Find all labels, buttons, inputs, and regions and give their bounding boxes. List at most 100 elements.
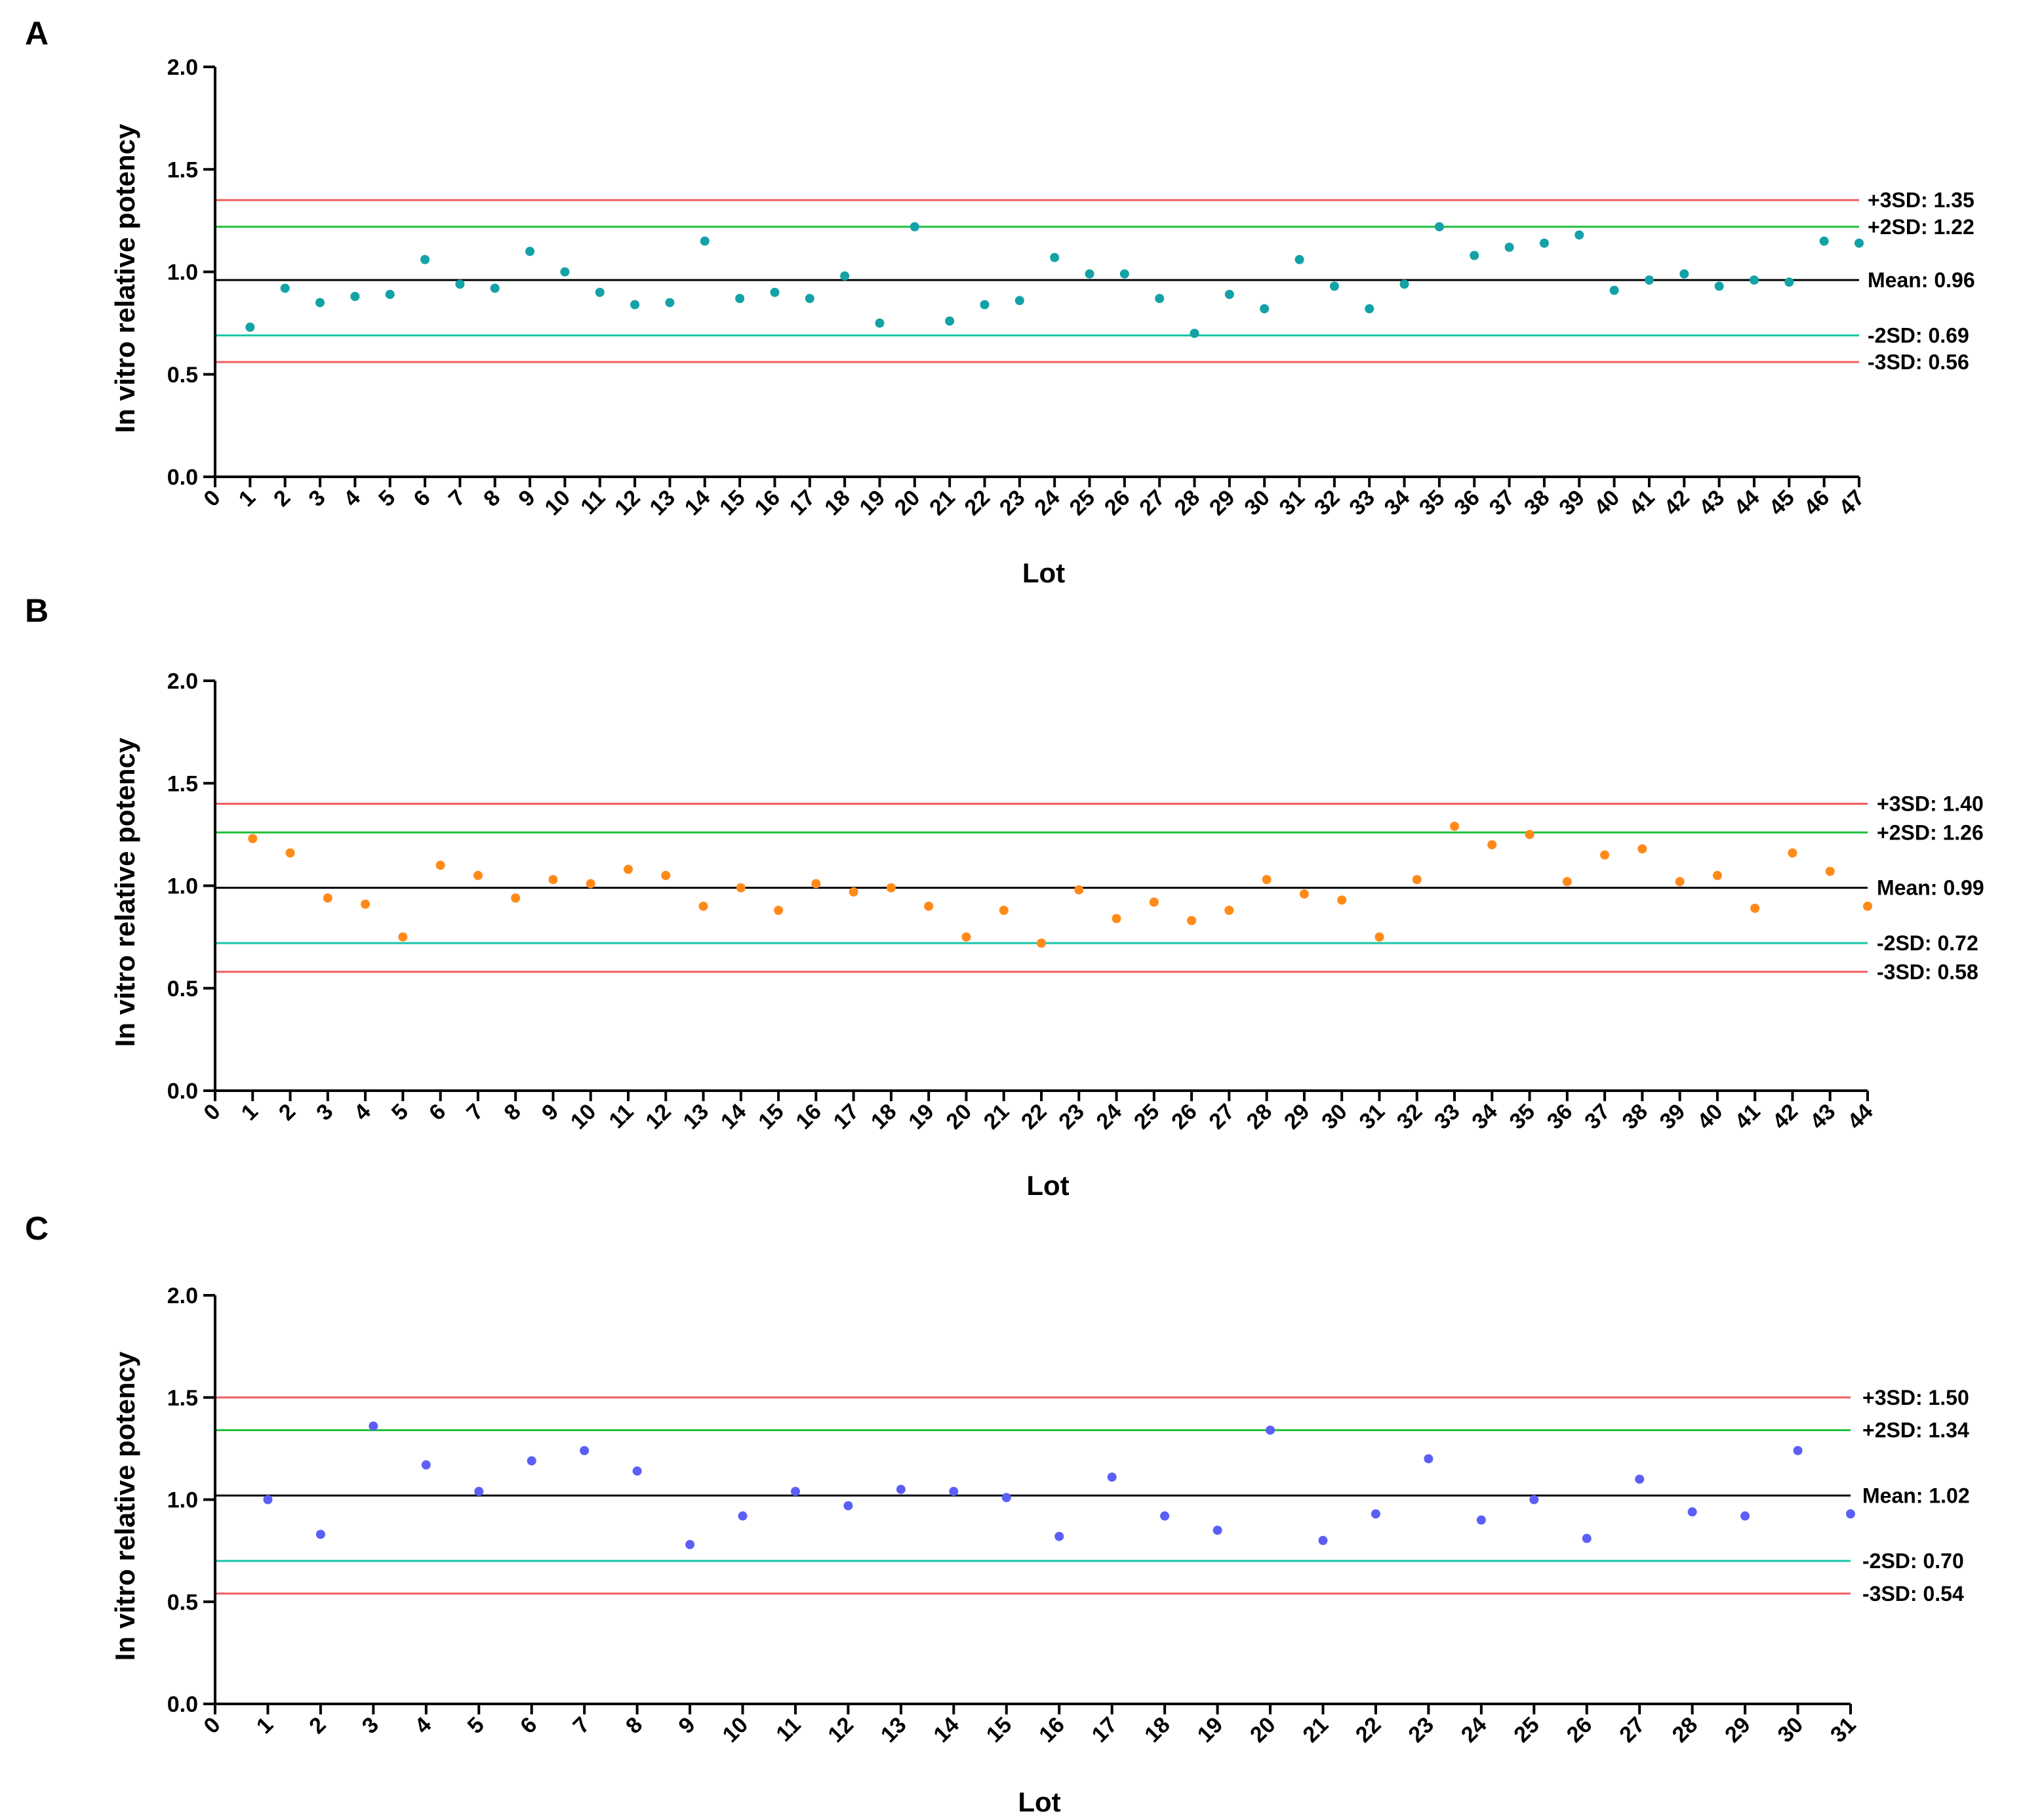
data-point [1712, 870, 1722, 880]
minus-2sd-label: -2SD: 0.70 [1862, 1549, 1964, 1573]
panel-c: C +3SD: 1.50 +2SD: 1.34 Mean: 1.02 -2SD: 0.7… [25, 1210, 1970, 1817]
y-tick-label: 2.0 [167, 669, 198, 694]
plus-3sd-label: +3SD: 1.35 [1868, 188, 1975, 212]
data-point [630, 300, 640, 310]
x-tick-label: 41 [1624, 485, 1660, 521]
data-point [1863, 901, 1872, 911]
x-tick-label: 9 [513, 485, 540, 512]
data-point [1637, 844, 1647, 854]
x-tick-label: 33 [1344, 485, 1380, 521]
x-tick-label: 35 [1505, 1099, 1540, 1135]
data-point [1337, 895, 1347, 905]
x-tick-label: 1 [237, 1099, 263, 1125]
x-tick-label: 4 [410, 1712, 436, 1739]
y-tick-label: 1.5 [167, 1386, 198, 1411]
panel-b: B +3SD: 1.40 +2SD: 1.26 Mean: 0.99 -2SD: 0.7… [25, 592, 1984, 1201]
data-point [1784, 277, 1794, 287]
x-tick-label: 2 [304, 1712, 331, 1739]
data-point [1224, 906, 1234, 915]
x-tick-label: 15 [715, 485, 750, 521]
y-axis-title: In vitro relative potency [110, 1351, 140, 1661]
data-point [1582, 1533, 1592, 1543]
data-point [1160, 1511, 1170, 1521]
x-tick-label: 2 [269, 485, 295, 512]
x-tick-label: 40 [1590, 485, 1625, 521]
x-tick-label: 37 [1485, 485, 1520, 521]
plus-3sd-label: +3SD: 1.50 [1862, 1386, 1969, 1409]
data-point [1635, 1474, 1645, 1484]
data-point [999, 906, 1009, 915]
data-point [924, 901, 934, 911]
x-tick-label: 13 [679, 1099, 714, 1135]
x-tick-label: 30 [1317, 1099, 1352, 1135]
x-axis-title: Lot [1018, 1787, 1060, 1817]
x-tick-label: 32 [1392, 1099, 1428, 1135]
minus-3sd-label: -3SD: 0.54 [1862, 1582, 1964, 1606]
x-tick-label: 12 [610, 485, 645, 521]
x-tick-label: 31 [1354, 1099, 1390, 1135]
x-tick-label: 27 [1614, 1712, 1650, 1748]
x-tick-label: 6 [424, 1099, 451, 1125]
x-tick-label: 27 [1134, 485, 1170, 521]
data-point [738, 1511, 748, 1521]
data-point [811, 879, 821, 889]
data-point [1749, 275, 1759, 285]
data-point [1294, 254, 1304, 264]
x-tick-label: 12 [823, 1712, 858, 1748]
x-tick-label: 10 [566, 1099, 601, 1135]
x-tick-label: 36 [1449, 485, 1485, 521]
x-tick-label: 14 [716, 1099, 752, 1135]
x-tick-label: 5 [387, 1099, 413, 1125]
x-tick-label: 42 [1659, 485, 1694, 521]
data-point [548, 875, 558, 885]
data-point [1434, 222, 1444, 232]
x-tick-label: 10 [540, 485, 575, 521]
data-point [1190, 329, 1199, 338]
x-tick-label: 34 [1467, 1099, 1502, 1135]
mean-label: Mean: 0.96 [1868, 268, 1975, 292]
x-tick-label: 14 [680, 485, 715, 521]
data-point [280, 283, 290, 293]
x-tick-label: 15 [753, 1099, 789, 1135]
data-point [1788, 848, 1797, 858]
data-point [945, 316, 955, 326]
y-tick-label: 0.5 [167, 363, 198, 388]
x-tick-label: 24 [1092, 1099, 1127, 1135]
x-tick-label: 22 [1351, 1712, 1386, 1748]
data-point [1819, 236, 1829, 246]
x-tick-label: 16 [791, 1099, 826, 1135]
y-tick-label: 0.0 [167, 1079, 198, 1104]
y-tick-label: 0.0 [167, 465, 198, 490]
x-tick-label: 13 [645, 485, 680, 521]
data-point [586, 879, 595, 889]
x-tick-label: 43 [1694, 485, 1730, 521]
x-tick-label: 18 [820, 485, 855, 521]
data-point [1260, 304, 1270, 313]
x-tick-label: 32 [1310, 485, 1345, 521]
x-tick-label: 43 [1805, 1099, 1841, 1135]
data-point [1525, 830, 1534, 839]
data-point [398, 932, 408, 942]
mean-label: Mean: 1.02 [1862, 1484, 1970, 1507]
data-point [840, 271, 850, 281]
data-point [1014, 296, 1024, 306]
x-tick-label: 11 [576, 485, 610, 519]
x-tick-label: 34 [1380, 485, 1415, 521]
x-tick-label: 29 [1279, 1099, 1315, 1135]
data-point [1609, 285, 1619, 295]
x-tick-label: 8 [500, 1099, 526, 1125]
data-point [1825, 866, 1835, 876]
x-tick-label: 7 [569, 1712, 595, 1739]
panel-letter: B [25, 592, 49, 629]
data-point [1365, 304, 1374, 313]
data-point [1112, 914, 1121, 923]
data-point [1412, 875, 1422, 885]
data-point [1504, 243, 1514, 252]
x-tick-label: 9 [673, 1712, 700, 1739]
data-point [385, 289, 395, 299]
data-point [1574, 230, 1584, 240]
minus-2sd-label: -2SD: 0.72 [1877, 931, 1978, 955]
x-tick-label: 26 [1100, 485, 1135, 521]
x-tick-label: 13 [876, 1712, 912, 1748]
data-point [1675, 877, 1685, 887]
